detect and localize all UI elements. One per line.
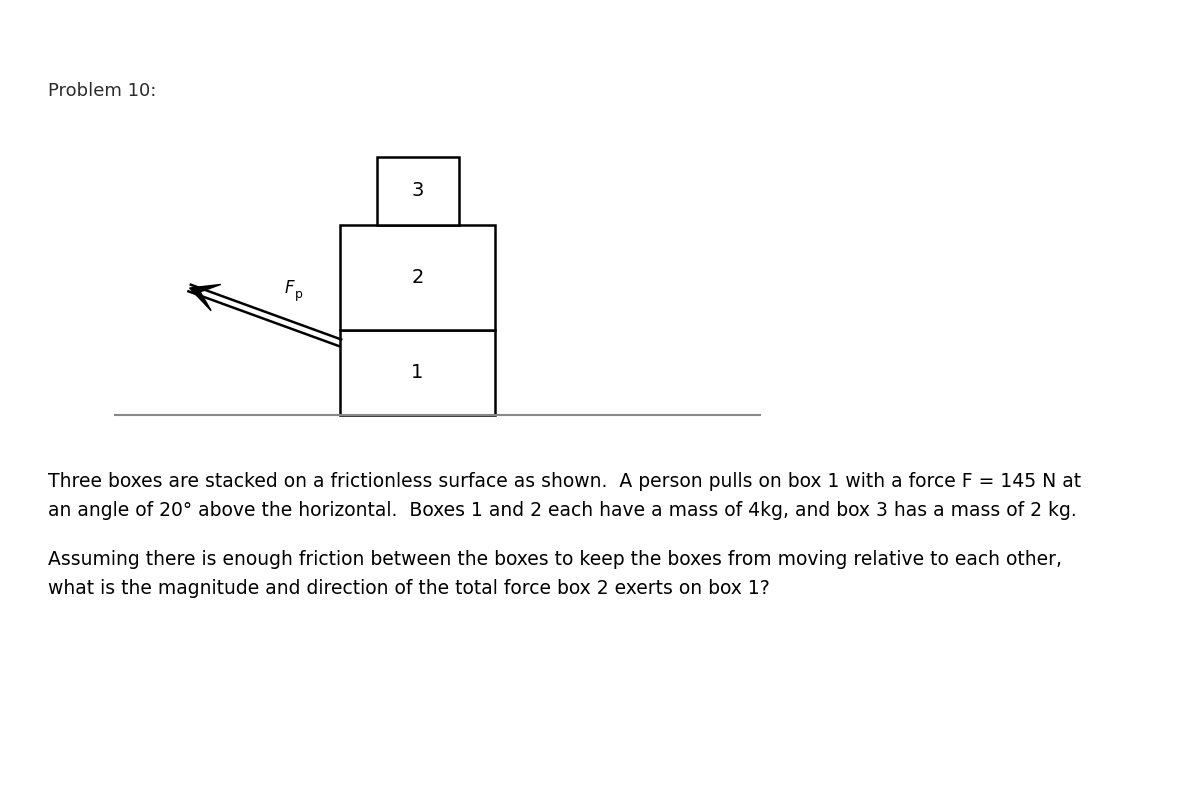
FancyBboxPatch shape xyxy=(377,157,458,225)
Text: 1: 1 xyxy=(412,363,424,382)
Text: 3: 3 xyxy=(412,181,424,200)
FancyBboxPatch shape xyxy=(340,330,496,415)
Text: F: F xyxy=(284,279,294,298)
Text: p: p xyxy=(295,288,302,301)
Text: Assuming there is enough friction between the boxes to keep the boxes from movin: Assuming there is enough friction betwee… xyxy=(48,550,1062,597)
FancyBboxPatch shape xyxy=(340,225,496,330)
Text: Three boxes are stacked on a frictionless surface as shown.  A person pulls on b: Three boxes are stacked on a frictionles… xyxy=(48,472,1081,520)
Polygon shape xyxy=(190,284,221,311)
Text: 2: 2 xyxy=(412,268,424,287)
Text: Problem 10:: Problem 10: xyxy=(48,82,156,100)
